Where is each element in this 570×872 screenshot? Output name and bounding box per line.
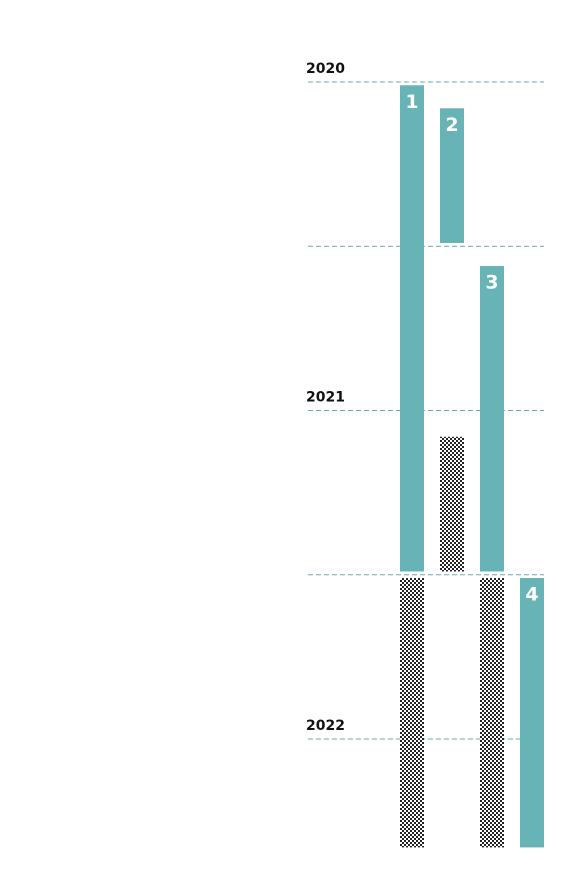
bar-solid <box>480 265 504 572</box>
bar-solid <box>520 578 544 848</box>
bar-label: 4 <box>525 584 538 606</box>
year-label: 2020 <box>306 61 345 77</box>
bar-pattern <box>440 436 464 572</box>
bar-label: 1 <box>405 91 418 113</box>
year-label: 2021 <box>306 390 345 406</box>
bar-pattern <box>400 578 424 848</box>
bar-solid <box>440 108 464 243</box>
bar-label: 3 <box>485 271 498 293</box>
bar-pattern <box>480 578 504 848</box>
year-label: 2022 <box>306 718 345 734</box>
bar-solid <box>400 85 424 572</box>
bar-label: 2 <box>445 114 458 136</box>
